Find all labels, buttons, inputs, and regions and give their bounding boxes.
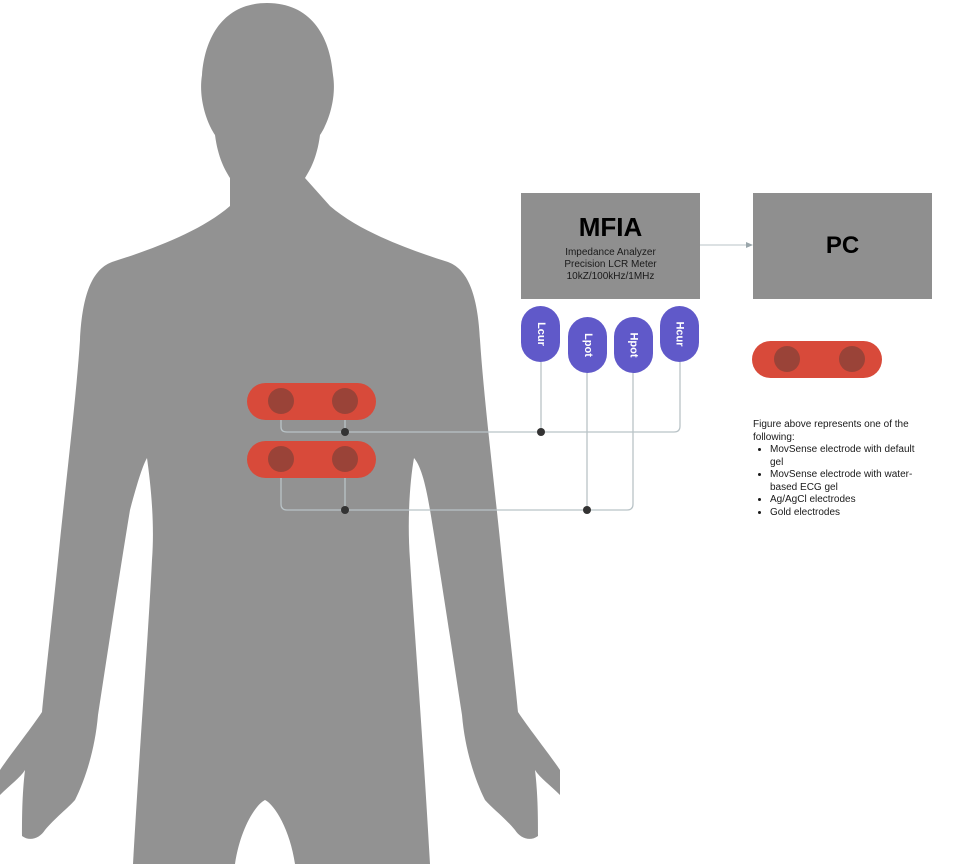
pc-box: PC [753, 193, 932, 299]
terminal-hpot: Hpot [614, 317, 653, 373]
wiring [280, 362, 681, 511]
wire-hcur [345, 362, 681, 433]
pc-label: PC [825, 232, 860, 259]
electrode-pad [774, 346, 800, 372]
legend-item: Gold electrodes [770, 507, 928, 520]
mfia-box: MFIA Impedance Analyzer Precision LCR Me… [521, 193, 700, 299]
legend-item: MovSense electrode with water-based ECG … [770, 469, 928, 494]
electrode-pad [839, 346, 865, 372]
legend-intro: Figure above represents one of the follo… [753, 419, 909, 443]
terminal-label: Hpot [627, 332, 640, 358]
legend-item: Ag/AgCl electrodes [770, 494, 928, 507]
legend-item: MovSense electrode with default gel [770, 444, 928, 469]
junction-dot [537, 428, 545, 436]
legend-electrode-strip [752, 341, 882, 378]
mfia-subtitle-line: Impedance Analyzer [565, 247, 656, 258]
human-body-silhouette [0, 3, 560, 864]
terminal-label: Hcur [673, 321, 686, 347]
mfia-subtitle-line: 10kZ/100kHz/1MHz [566, 271, 655, 282]
junction-dot [341, 506, 349, 514]
wire-hpot [345, 372, 634, 511]
legend-text: Figure above represents one of the follo… [753, 419, 928, 519]
legend-list: MovSense electrode with default gel MovS… [753, 444, 928, 519]
wire-lower-left-electrode [280, 475, 345, 511]
junction-dot [341, 428, 349, 436]
mfia-subtitle-line: Precision LCR Meter [564, 259, 657, 270]
wire-upper-left-electrode [280, 414, 345, 433]
terminal-lcur: Lcur [521, 306, 560, 362]
junction-dots [341, 428, 591, 514]
terminal-label: Lcur [534, 322, 547, 346]
electrode-pad [332, 388, 358, 414]
junction-dot [583, 506, 591, 514]
electrode-strip-lower [247, 441, 376, 478]
mfia-title: MFIA [578, 212, 643, 242]
terminal-label: Lpot [581, 333, 594, 357]
terminal-lpot: Lpot [568, 317, 607, 373]
electrode-pad [268, 446, 294, 472]
electrode-pad [268, 388, 294, 414]
terminal-hcur: Hcur [660, 306, 699, 362]
electrode-strip-upper [247, 383, 376, 420]
mfia-to-pc-arrow-head [746, 242, 753, 248]
electrode-pad [332, 446, 358, 472]
